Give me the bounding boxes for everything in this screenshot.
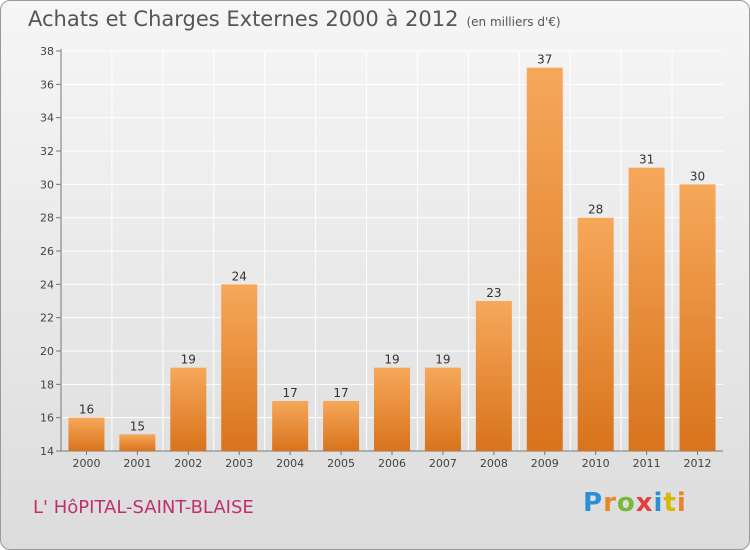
bar-2012 bbox=[679, 184, 716, 452]
y-tick-label: 16 bbox=[40, 412, 54, 425]
commune-name: L' HôPITAL-SAINT-BLAISE bbox=[33, 497, 254, 518]
chart-title: Achats et Charges Externes 2000 à 2012 (e… bbox=[28, 7, 561, 31]
x-tick-label: 2006 bbox=[378, 457, 406, 470]
data-label: 15 bbox=[130, 419, 145, 433]
y-tick-label: 28 bbox=[40, 212, 54, 225]
bar-2008 bbox=[475, 301, 512, 451]
y-tick-label: 18 bbox=[40, 378, 54, 391]
data-label: 19 bbox=[384, 353, 399, 367]
y-tick-label: 38 bbox=[40, 45, 54, 58]
bar-2000 bbox=[68, 417, 105, 451]
x-tick-label: 2001 bbox=[123, 457, 151, 470]
bar-2004 bbox=[272, 401, 309, 451]
data-label: 31 bbox=[639, 153, 654, 167]
bar-2009 bbox=[526, 67, 563, 452]
x-tick-label: 2007 bbox=[429, 457, 457, 470]
y-tick-label: 34 bbox=[40, 112, 54, 125]
x-tick-label: 2010 bbox=[582, 457, 610, 470]
y-tick-label: 32 bbox=[40, 145, 54, 158]
x-tick-label: 2008 bbox=[480, 457, 508, 470]
y-tick-label: 22 bbox=[40, 312, 54, 325]
chart-title-text: Achats et Charges Externes 2000 à 2012 bbox=[28, 7, 459, 31]
x-tick-label: 2005 bbox=[327, 457, 355, 470]
y-tick-label: 36 bbox=[40, 78, 54, 91]
bar-2002 bbox=[170, 367, 207, 451]
bar-2003 bbox=[221, 284, 258, 451]
bar-2007 bbox=[424, 367, 461, 451]
data-label: 30 bbox=[690, 169, 705, 183]
data-label: 24 bbox=[232, 269, 247, 283]
data-labels: 16 15 19 24 17 17 19 19 23 37 28 31 30 bbox=[79, 53, 705, 434]
y-tick-label: 14 bbox=[40, 445, 54, 458]
x-tick-label: 2002 bbox=[174, 457, 202, 470]
bar-2010 bbox=[577, 217, 614, 451]
bar-2001 bbox=[119, 434, 156, 451]
y-tick-label: 24 bbox=[40, 278, 54, 291]
bar-2011 bbox=[628, 167, 665, 451]
bar-2006 bbox=[374, 367, 410, 451]
x-tick-label: 2003 bbox=[225, 457, 253, 470]
x-tick-label: 2012 bbox=[684, 457, 712, 470]
bars bbox=[68, 67, 716, 452]
data-label: 37 bbox=[537, 53, 552, 67]
data-label: 17 bbox=[283, 386, 298, 400]
y-tick-label: 26 bbox=[40, 245, 54, 258]
x-tick-label: 2011 bbox=[633, 457, 661, 470]
proxiti-logo: Proxiti bbox=[583, 488, 687, 518]
data-label: 23 bbox=[486, 286, 501, 300]
y-tick-label: 30 bbox=[40, 178, 54, 191]
data-label: 28 bbox=[588, 203, 603, 217]
data-label: 16 bbox=[79, 403, 94, 417]
data-label: 19 bbox=[181, 353, 196, 367]
axes: 14 16 18 20 22 24 26 28 30 32 34 36 38 2000 2001 2002 20… bbox=[40, 45, 723, 470]
data-label: 17 bbox=[333, 386, 348, 400]
x-tick-label: 2009 bbox=[531, 457, 559, 470]
bar-2005 bbox=[323, 401, 360, 451]
x-tick-label: 2000 bbox=[72, 457, 100, 470]
x-tick-label: 2004 bbox=[276, 457, 304, 470]
y-tick-label: 20 bbox=[40, 345, 54, 358]
data-label: 19 bbox=[435, 353, 450, 367]
chart-subtitle: (en milliers d'€) bbox=[466, 15, 561, 29]
